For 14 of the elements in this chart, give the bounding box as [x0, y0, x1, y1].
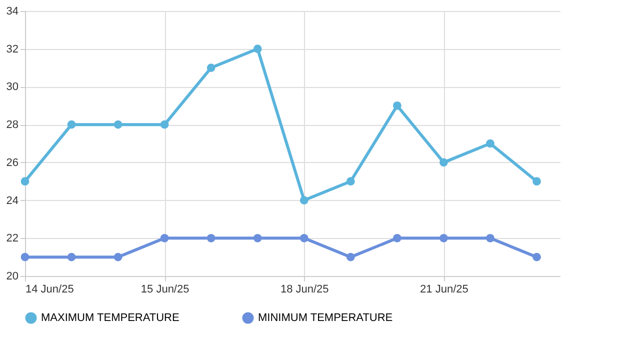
y-tick-label: 20: [6, 270, 18, 282]
y-tick-label: 24: [6, 194, 18, 207]
legend-label: MINIMUM TEMPERATURE: [258, 312, 393, 324]
y-tick-label: 32: [6, 43, 18, 56]
y-tick-label: 30: [6, 81, 18, 94]
y-tick-label: 34: [6, 6, 18, 18]
x-tick-label: 21 Jun/25: [420, 284, 468, 296]
y-tick-label: 26: [6, 156, 18, 169]
x-tick-label: 18 Jun/25: [280, 284, 329, 296]
x-tick-label: 14 Jun/25: [26, 284, 74, 296]
y-tick-label: 28: [6, 119, 18, 132]
y-tick-label: 22: [6, 232, 18, 245]
legend-label: MAXIMUM TEMPERATURE: [41, 312, 180, 324]
x-tick-label: 15 Jun/25: [140, 284, 190, 296]
